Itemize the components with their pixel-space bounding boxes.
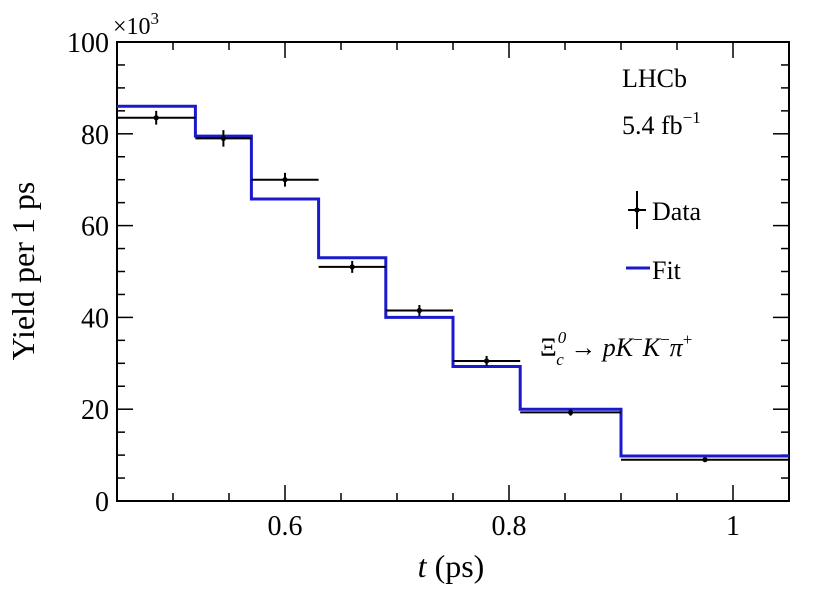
fit-step-line [117,104,789,458]
x-tick-label: 1 [726,511,740,542]
legend-data-label: Data [652,197,702,226]
y-tick-label: 0 [95,487,109,518]
y-tick-label: 20 [81,395,109,426]
x-tick-label: 0.6 [268,511,303,542]
data-marker [568,409,574,416]
y-tick-label: 40 [81,303,109,334]
data-point [195,130,252,147]
data-marker [702,457,708,463]
data-point [453,355,521,367]
y-tick-label: 80 [81,120,109,151]
data-marker [153,115,159,121]
legend-data-marker [628,191,646,229]
data-point [318,260,386,273]
x-axis-ticks: 0.6 0.8 1 [172,42,790,542]
legend: Data Fit [626,191,702,285]
experiment-label: LHCb [622,64,687,93]
luminosity-label: 5.4 fb−1 [622,108,701,140]
data-marker [416,307,422,314]
data-point [621,457,789,463]
y-tick-label: 60 [81,212,109,243]
y-tick-label: 100 [67,28,109,59]
data-point [385,305,453,317]
y-axis-label: Yield per 1 ps [5,182,41,361]
data-point [117,110,196,125]
y-axis-multiplier: ×103 [113,9,159,40]
data-marker [349,264,355,270]
decay-channel-label: Ξ0 c → pK−K−π+ [540,328,692,369]
data-marker [484,358,490,364]
data-point [251,172,319,187]
fit-histogram [117,104,789,458]
legend-fit-label: Fit [652,256,682,285]
y-axis-ticks: 0 20 40 60 80 100 [67,28,789,518]
data-marker [282,177,288,183]
x-axis-label: t (ps) [418,548,485,584]
x-tick-label: 0.8 [492,511,527,542]
data-point [520,409,621,416]
data-marker [220,135,226,141]
data-histogram [117,110,789,463]
